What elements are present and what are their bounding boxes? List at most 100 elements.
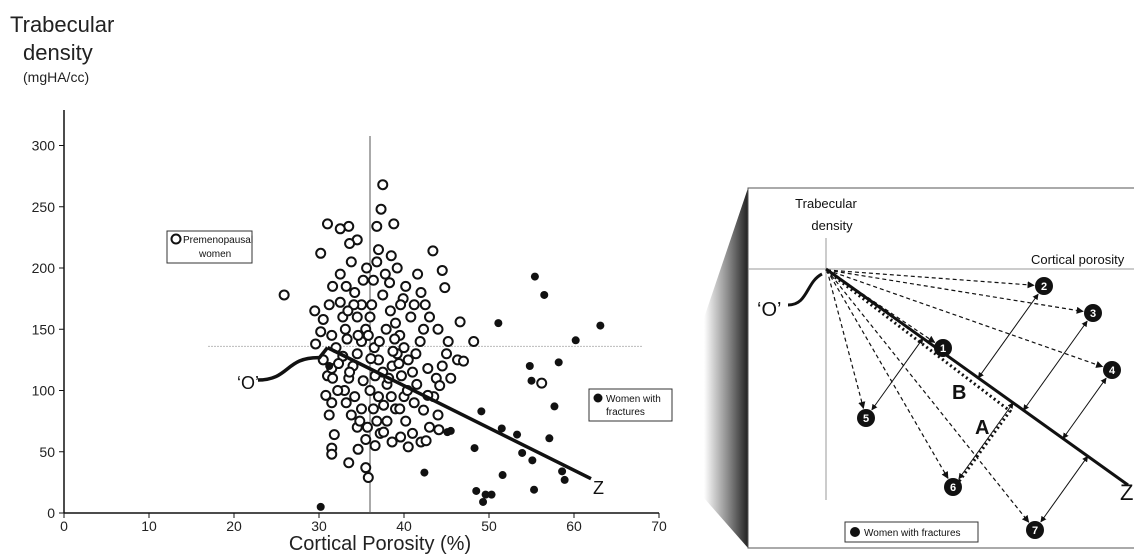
data-point-premenopausal [378, 399, 390, 411]
y-axis-title-line2: density [23, 40, 93, 65]
data-point-premenopausal [434, 380, 446, 392]
data-point-premenopausal [408, 397, 420, 409]
data-point-premenopausal [402, 441, 414, 453]
origin-label: ‘O’ [237, 373, 259, 393]
point-number: 3 [1090, 308, 1096, 320]
data-point-premenopausal [349, 287, 361, 298]
data-point-premenopausal [334, 268, 346, 280]
data-point-fracture [540, 290, 549, 299]
data-point-premenopausal [371, 220, 383, 232]
numbered-point-4: 4 [1103, 361, 1121, 379]
legend-box [588, 388, 673, 422]
data-point-fracture [530, 485, 539, 494]
diagram-label-a: A [975, 417, 989, 439]
data-point-premenopausal [328, 429, 340, 441]
x-tick-label: 30 [311, 518, 327, 534]
data-point-premenopausal [340, 280, 352, 292]
data-point-fracture [545, 434, 554, 443]
series-premenopausal [278, 179, 548, 483]
data-point-premenopausal [361, 421, 373, 433]
data-point-premenopausal [323, 299, 335, 311]
dashed-arrow [826, 269, 1084, 314]
data-point-premenopausal [388, 218, 400, 230]
data-point-premenopausal [420, 435, 432, 447]
data-point-premenopausal [408, 299, 420, 311]
data-point-premenopausal [345, 256, 357, 268]
data-point-premenopausal [332, 385, 344, 396]
data-point-premenopausal [395, 370, 407, 382]
data-point-premenopausal [327, 280, 339, 292]
data-point-premenopausal [400, 415, 412, 427]
data-point-fracture [477, 407, 486, 416]
numbered-point-2: 2 [1035, 277, 1053, 295]
y-tick-label: 250 [32, 199, 56, 215]
data-point-premenopausal [310, 338, 322, 350]
data-point-premenopausal [422, 362, 434, 374]
point-number: 4 [1109, 365, 1116, 377]
data-point-premenopausal [468, 336, 480, 347]
point-marker [1084, 304, 1102, 322]
data-point-premenopausal [387, 345, 399, 357]
data-point-premenopausal [442, 336, 454, 347]
data-point-premenopausal [341, 333, 353, 345]
data-point-premenopausal [361, 262, 373, 274]
diagram-origin-curve [787, 272, 823, 307]
data-point-premenopausal [424, 311, 435, 323]
data-point-premenopausal [342, 305, 354, 317]
data-point-premenopausal [384, 305, 396, 317]
data-point-fracture [571, 336, 580, 345]
data-point-premenopausal [424, 421, 435, 433]
legend-label-line1: Women with [606, 394, 661, 405]
data-point-premenopausal [326, 397, 338, 409]
data-point-premenopausal [369, 440, 381, 452]
data-point-fracture [446, 426, 455, 435]
data-point-premenopausal [340, 397, 352, 409]
diagram-legend-marker [850, 527, 860, 537]
perspective-shade [704, 188, 748, 548]
end-label: Z [593, 478, 604, 498]
data-point-premenopausal [373, 391, 384, 403]
schematic-diagram: Trabecular density Cortical porosity ‘O’… [704, 187, 1134, 549]
data-point-premenopausal [402, 354, 414, 366]
x-tick-label: 40 [396, 518, 412, 534]
plot-axes [63, 110, 659, 514]
point-marker [857, 409, 875, 427]
origin-curve [257, 346, 329, 382]
data-point-premenopausal [415, 287, 427, 298]
data-point-premenopausal [367, 274, 379, 286]
data-point-premenopausal [436, 264, 448, 276]
diagram-legend-box [844, 521, 979, 543]
legend-label-line2: fractures [606, 407, 645, 418]
data-point-premenopausal [334, 223, 346, 235]
data-point-premenopausal [432, 323, 444, 335]
diagram-x-title: Cortical porosity [1031, 252, 1125, 267]
data-point-fracture [550, 402, 559, 411]
data-point-premenopausal [362, 329, 374, 341]
data-point-premenopausal [380, 323, 392, 335]
data-point-premenopausal [360, 462, 372, 474]
data-point-premenopausal [410, 348, 422, 360]
data-point-premenopausal [323, 409, 335, 421]
numbered-point-6: 6 [944, 478, 962, 496]
point-marker [1103, 361, 1121, 379]
data-point-premenopausal [427, 245, 439, 257]
data-point-premenopausal [433, 424, 445, 436]
x-tick-label: 70 [651, 518, 667, 534]
data-point-premenopausal [278, 289, 290, 301]
data-point-premenopausal [371, 415, 383, 427]
data-point-premenopausal [365, 353, 377, 365]
data-point-premenopausal [322, 218, 333, 230]
tick-labels: 0 10 20 30 40 50 60 70 0 50 100 150 200 250 300 [32, 138, 667, 535]
data-point-premenopausal [326, 329, 338, 341]
data-point-premenopausal [357, 274, 369, 286]
x-axis-title: Cortical Porosity (%) [289, 533, 471, 554]
diagram-y-title-line1: Trabecular [795, 196, 857, 211]
x-tick-label: 0 [60, 518, 68, 534]
trend-line [326, 346, 592, 481]
legend-fractures: Women with fractures [588, 388, 673, 422]
legend-label-line2: women [198, 249, 231, 260]
data-point-fracture [596, 321, 605, 330]
data-point-premenopausal [364, 385, 376, 396]
data-point-premenopausal [400, 280, 412, 292]
data-point-fracture [479, 497, 488, 506]
